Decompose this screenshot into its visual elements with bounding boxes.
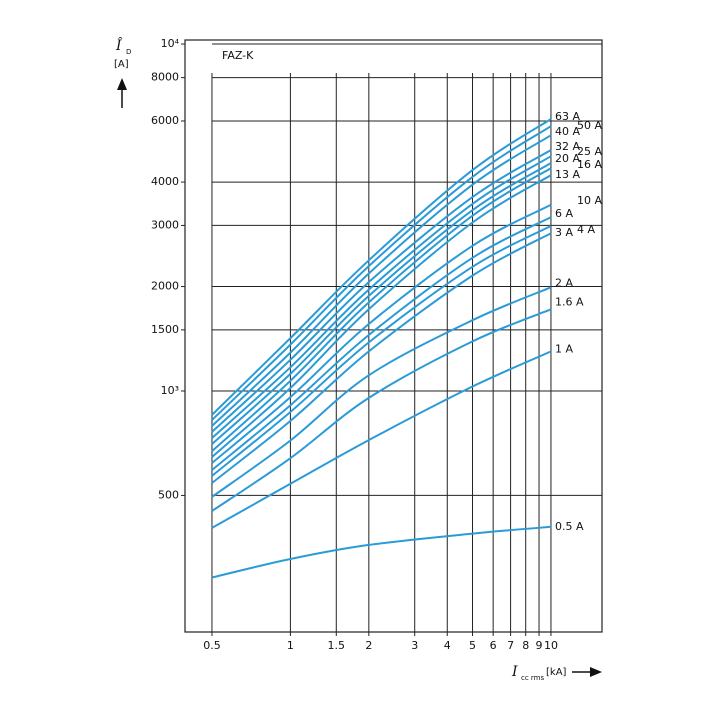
y-tick-label: 8000 <box>151 71 179 84</box>
x-tick-label: 6 <box>490 639 497 652</box>
series-label: 6 A <box>555 207 573 220</box>
series-label: 63 A <box>555 110 580 123</box>
y-label-subscript: D <box>126 48 131 56</box>
series-label: 3 A <box>555 226 573 239</box>
annotation: FAZ-K <box>222 49 254 62</box>
y-tick-label: 1500 <box>151 323 179 336</box>
series-line <box>211 232 552 484</box>
y-label-symbol: Î <box>115 36 123 54</box>
x-label-subscript: cc rms <box>521 674 544 682</box>
series-line <box>211 216 552 471</box>
x-tick-label: 2 <box>365 639 372 652</box>
x-tick-label: 7 <box>507 639 514 652</box>
x-label-unit: [kA] <box>546 667 567 678</box>
series-line <box>211 525 552 579</box>
x-tick-label: 5 <box>469 639 476 652</box>
series-line <box>211 155 552 439</box>
series-label: 0.5 A <box>555 520 584 533</box>
y-arrow-head <box>117 78 127 90</box>
series-line <box>211 174 552 458</box>
x-tick-label: 9 <box>536 639 543 652</box>
series-line <box>211 203 552 464</box>
series-label: 16 A <box>577 158 602 171</box>
series-label: 1 A <box>555 342 573 355</box>
series-label: 10 A <box>577 194 602 207</box>
x-arrow-head <box>590 667 602 677</box>
series-line <box>211 134 552 427</box>
y-tick-label: 4000 <box>151 175 179 188</box>
series-line <box>211 167 552 452</box>
series-label: 40 A <box>555 125 580 138</box>
x-tick-label: 3 <box>411 639 418 652</box>
x-tick-label: 8 <box>522 639 529 652</box>
plot-frame <box>184 39 603 633</box>
series-label: 32 A <box>555 140 580 153</box>
y-tick-label: 3000 <box>151 218 179 231</box>
x-tick-label: 10 <box>544 639 558 652</box>
series-line <box>211 350 552 529</box>
series-line <box>211 118 552 416</box>
series-label: 13 A <box>555 168 580 181</box>
y-tick-label: 2000 <box>151 280 179 293</box>
series-line <box>211 162 552 445</box>
y-tick-label: 6000 <box>151 114 179 127</box>
x-tick-label: 0.5 <box>203 639 221 652</box>
y-axis-label: Î D [A] <box>114 36 131 108</box>
y-tick-label: 10⁴ <box>161 37 180 50</box>
series-label: 1.6 A <box>555 295 584 308</box>
x-tick-label: 4 <box>444 639 451 652</box>
y-label-unit: [A] <box>114 59 129 70</box>
x-axis-label: I cc rms [kA] <box>511 664 602 682</box>
y-tick-label: 10³ <box>161 384 179 397</box>
series-label: 20 A <box>555 152 580 165</box>
series-label: 50 A <box>577 119 602 132</box>
x-tick-label: 1 <box>287 639 294 652</box>
series-label: 2 A <box>555 276 573 289</box>
series-line <box>211 149 552 433</box>
series-line <box>211 308 552 512</box>
x-tick-label: 1.5 <box>328 639 346 652</box>
series-label: 4 A <box>577 223 595 236</box>
series-label: 25 A <box>577 145 602 158</box>
x-label-symbol: I <box>511 664 518 680</box>
series-line <box>211 125 552 421</box>
series-line <box>211 225 552 477</box>
series-line <box>211 286 552 498</box>
y-tick-label: 500 <box>158 488 179 501</box>
